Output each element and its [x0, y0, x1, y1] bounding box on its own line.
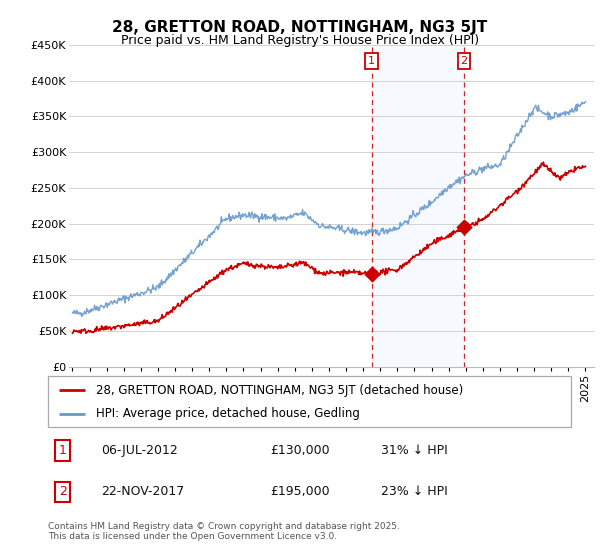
Text: HPI: Average price, detached house, Gedling: HPI: Average price, detached house, Gedl…: [95, 407, 359, 420]
Text: 23% ↓ HPI: 23% ↓ HPI: [380, 486, 448, 498]
Text: Contains HM Land Registry data © Crown copyright and database right 2025.
This d: Contains HM Land Registry data © Crown c…: [48, 522, 400, 542]
Text: Price paid vs. HM Land Registry's House Price Index (HPI): Price paid vs. HM Land Registry's House …: [121, 34, 479, 46]
Text: 1: 1: [59, 444, 67, 457]
Point: [459, 223, 469, 232]
Text: 06-JUL-2012: 06-JUL-2012: [101, 444, 178, 457]
Text: 28, GRETTON ROAD, NOTTINGHAM, NG3 5JT (detached house): 28, GRETTON ROAD, NOTTINGHAM, NG3 5JT (d…: [95, 384, 463, 396]
Text: 1: 1: [368, 56, 375, 66]
Text: 2: 2: [460, 56, 467, 66]
Text: £195,000: £195,000: [270, 486, 329, 498]
Text: 22-NOV-2017: 22-NOV-2017: [101, 486, 184, 498]
Bar: [371, 45, 464, 367]
Text: 31% ↓ HPI: 31% ↓ HPI: [380, 444, 448, 457]
Text: 2: 2: [59, 486, 67, 498]
Text: 28, GRETTON ROAD, NOTTINGHAM, NG3 5JT: 28, GRETTON ROAD, NOTTINGHAM, NG3 5JT: [112, 20, 488, 35]
FancyBboxPatch shape: [48, 376, 571, 427]
Point: [367, 269, 376, 278]
Text: £130,000: £130,000: [270, 444, 329, 457]
